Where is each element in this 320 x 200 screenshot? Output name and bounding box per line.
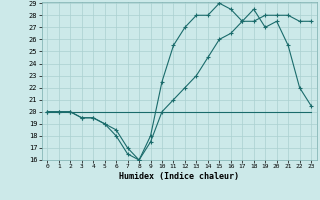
X-axis label: Humidex (Indice chaleur): Humidex (Indice chaleur) <box>119 172 239 181</box>
